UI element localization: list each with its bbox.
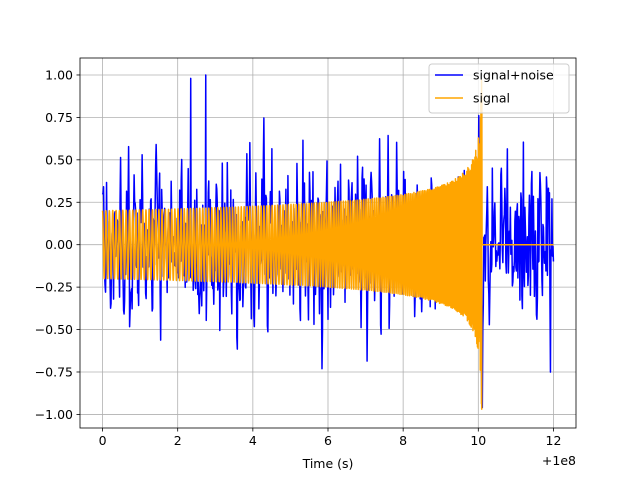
x-tick-label: 8 bbox=[399, 433, 407, 448]
legend: signal+noise signal bbox=[428, 63, 570, 114]
y-tick-label: −0.50 bbox=[35, 322, 73, 337]
legend-box bbox=[428, 63, 570, 114]
y-tick-label: −0.25 bbox=[35, 280, 73, 295]
x-tick-label: 12 bbox=[546, 433, 562, 448]
y-tick-label: 0.50 bbox=[45, 152, 73, 167]
x-tick-label: 0 bbox=[99, 433, 107, 448]
legend-label-signal: signal bbox=[473, 91, 510, 106]
y-axis: −1.00 −0.75 −0.50 −0.25 0.00 0.25 0.50 0.75 1.00 bbox=[35, 67, 80, 422]
x-tick-label: 2 bbox=[174, 433, 182, 448]
x-tick-label: 10 bbox=[470, 433, 486, 448]
x-tick-label: 4 bbox=[249, 433, 257, 448]
y-tick-label: 0.00 bbox=[45, 237, 73, 252]
y-tick-label: −0.75 bbox=[35, 364, 73, 379]
y-tick-label: 1.00 bbox=[45, 67, 73, 82]
plot-lines bbox=[101, 74, 555, 410]
legend-label-signal-noise: signal+noise bbox=[473, 68, 554, 83]
series-signal-line bbox=[101, 79, 555, 410]
x-axis: 0 2 4 6 8 10 12 bbox=[99, 428, 562, 448]
y-tick-label: −1.00 bbox=[35, 407, 73, 422]
y-tick-label: 0.25 bbox=[45, 195, 73, 210]
x-offset-label: +1e8 bbox=[542, 453, 576, 468]
x-tick-label: 6 bbox=[324, 433, 332, 448]
x-axis-label: Time (s) bbox=[302, 456, 354, 471]
y-tick-label: 0.75 bbox=[45, 110, 73, 125]
